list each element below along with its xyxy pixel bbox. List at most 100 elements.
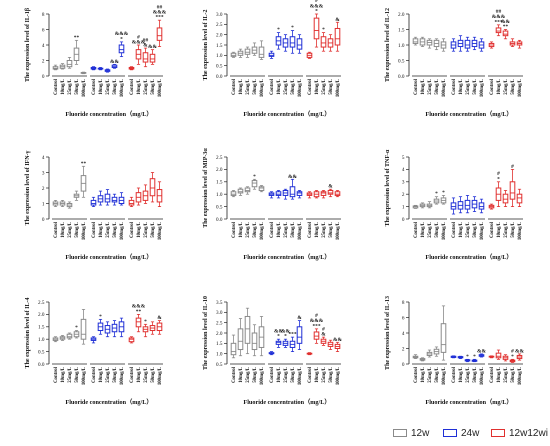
box <box>313 331 320 340</box>
box <box>251 180 258 188</box>
x-tick-label: 10mg/L <box>277 222 282 238</box>
x-tick-label: 100mg/L <box>158 367 163 385</box>
significance-mark: * <box>466 354 469 360</box>
box <box>244 187 251 193</box>
significance-mark: # <box>315 313 318 319</box>
y-tick-label: 0 <box>42 217 45 223</box>
y-tick-label: 1.0 <box>38 337 45 343</box>
y-tick-label: 4 <box>42 43 45 49</box>
y-tick-label: 6 <box>402 315 405 321</box>
significance-mark: * <box>511 354 514 360</box>
x-tick-label: Control <box>232 78 237 95</box>
y-tick-label: 0.5 <box>216 362 223 368</box>
y-tick-label: 2.5 <box>216 320 223 326</box>
x-tick-label: 100mg/L <box>442 222 447 240</box>
box <box>104 193 111 203</box>
x-tick-label: 10mg/L <box>459 222 464 238</box>
y-axis-label: The expression level of TNF-α <box>385 149 391 226</box>
y-tick-label: 0 <box>402 362 405 368</box>
box <box>450 202 457 210</box>
x-tick-label: 100mg/L <box>120 79 125 97</box>
x-tick-label: 50mg/L <box>113 79 118 95</box>
y-tick-label: 2.5 <box>216 155 223 161</box>
box <box>149 53 156 63</box>
x-axis-label: Fluoride concentration（mg/L） <box>65 253 152 261</box>
box <box>464 39 471 49</box>
box <box>275 340 282 345</box>
x-tick-label: 50mg/L <box>291 79 296 95</box>
box <box>251 332 258 351</box>
x-tick-label: 50mg/L <box>435 79 440 95</box>
significance-mark: ## <box>496 9 502 15</box>
significance-mark: *** <box>288 332 296 338</box>
box <box>516 193 523 204</box>
box <box>495 27 502 34</box>
box <box>156 27 163 41</box>
y-tick-label: 1 <box>42 201 45 207</box>
legend-item-24w: 24w <box>443 424 479 442</box>
box <box>80 318 87 340</box>
box <box>502 193 509 204</box>
x-tick-label: Control <box>92 221 97 238</box>
y-tick-label: 3.0 <box>216 12 223 18</box>
x-tick-label: 25mg/L <box>466 367 471 383</box>
box <box>258 186 265 191</box>
significance-mark: # <box>322 326 325 332</box>
x-tick-label: 50mg/L <box>151 367 156 383</box>
x-tick-label: 10mg/L <box>99 222 104 238</box>
box <box>334 191 341 196</box>
x-tick-label: Control <box>92 366 97 383</box>
x-tick-label: 25mg/L <box>284 367 289 383</box>
x-tick-label: Control <box>232 366 237 383</box>
box <box>244 315 251 344</box>
significance-mark: ## <box>157 4 163 10</box>
significance-mark: * <box>322 27 325 33</box>
y-tick-label: 1.0 <box>216 192 223 198</box>
significance-mark: && <box>515 348 524 354</box>
legend-label-12w: 12w <box>411 427 430 439</box>
x-tick-label: 10mg/L <box>421 79 426 95</box>
x-tick-label: 50mg/L <box>473 367 478 383</box>
box <box>327 189 334 195</box>
significance-mark: * <box>435 191 438 197</box>
y-tick-label: 1.5 <box>216 43 223 49</box>
x-tick-label: 50mg/L <box>75 367 80 383</box>
x-tick-label: 50mg/L <box>511 367 516 383</box>
significance-mark: *** <box>494 19 502 25</box>
y-tick-label: 1.5 <box>38 325 45 331</box>
significance-mark: & <box>335 17 340 23</box>
x-tick-label: 10mg/L <box>61 367 66 383</box>
significance-mark: * <box>144 319 147 325</box>
x-tick-label: 100mg/L <box>442 367 447 385</box>
x-tick-label: Control <box>414 366 419 383</box>
significance-mark: * <box>473 354 476 360</box>
x-tick-label: 25mg/L <box>68 79 73 95</box>
x-tick-label: 100mg/L <box>518 79 523 97</box>
x-tick-label: Control <box>54 366 59 383</box>
x-tick-label: 10mg/L <box>421 367 426 383</box>
x-tick-label: 25mg/L <box>68 367 73 383</box>
box <box>464 199 471 210</box>
x-tick-label: 50mg/L <box>291 367 296 383</box>
box <box>237 188 244 194</box>
x-tick-label: 25mg/L <box>284 79 289 95</box>
y-tick-label: 2 <box>42 58 45 64</box>
x-tick-label: 10mg/L <box>421 222 426 238</box>
box <box>268 52 275 57</box>
y-tick-label: 0 <box>42 74 45 80</box>
x-tick-label: 10mg/L <box>459 79 464 95</box>
box <box>509 181 516 200</box>
x-axis-label: Fluoride concentration（mg/L） <box>243 398 330 406</box>
significance-mark: * <box>120 36 123 42</box>
x-tick-label: 10mg/L <box>315 222 320 238</box>
x-tick-label: Control <box>54 78 59 95</box>
x-tick-label: 10mg/L <box>239 79 244 95</box>
x-tick-label: 100mg/L <box>336 367 341 385</box>
box <box>244 48 251 55</box>
x-tick-label: 25mg/L <box>144 367 149 383</box>
x-tick-label: 50mg/L <box>435 367 440 383</box>
chart-panel-2: 0.0 0.5 1.0 1.5 2.0 2.5 3.0 The expression leve… <box>203 0 341 118</box>
y-tick-label: 0.5 <box>398 58 405 64</box>
chart-panel-7: 0.0 0.5 1.0 1.5 2.0 2.5 The expression level o… <box>25 298 163 406</box>
x-axis-label: Fluoride concentration（mg/L） <box>425 398 512 406</box>
